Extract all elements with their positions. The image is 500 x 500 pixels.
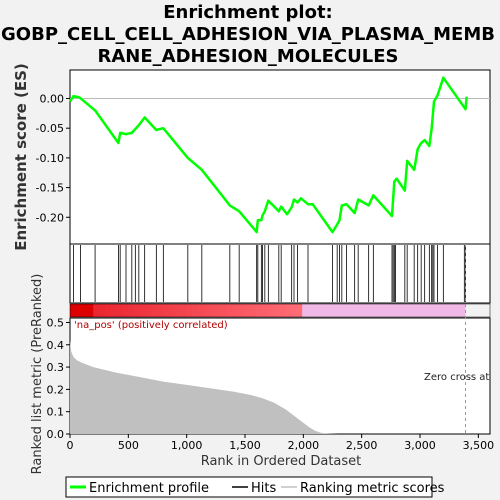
metric-y-tick-label: 0.0: [47, 428, 65, 441]
color-bar-positive-segment: [110, 304, 118, 317]
color-bar-frame: [69, 303, 491, 318]
color-bar-positive-segment: [174, 304, 181, 317]
color-bar-positive-segment: [180, 304, 187, 317]
metric-x-axis-label: Rank in Ordered Dataset: [201, 454, 362, 469]
hits-panel-frame: [69, 243, 491, 304]
metric-x-tick-label: 3,500: [463, 439, 495, 452]
color-bar-positive-segment: [168, 304, 176, 317]
legend-box: [65, 476, 433, 498]
color-bar-positive-segment: [186, 304, 193, 317]
metric-x-tick-label: 1,500: [229, 439, 261, 452]
metric-y-axis-ticks: 0.0 0.1 0.2 0.3 0.4 0.5: [47, 316, 70, 441]
metric-x-tick-label: 2,000: [288, 439, 320, 452]
metric-y-tick-label: 0.2: [47, 383, 65, 396]
es-y-tick-label: -0.15: [36, 182, 64, 195]
metric-x-tick-label: 0: [67, 439, 74, 452]
color-bar-positive-segment: [104, 304, 112, 317]
color-bar-positive-segment: [116, 304, 123, 317]
color-bar-positive-segment: [273, 304, 280, 317]
metric-area: [70, 340, 467, 434]
metric-x-axis-ticks: 0 500 1,000 1,500 2,000 2,500 3,000 3,500: [67, 434, 495, 452]
hits-marks: [73, 245, 466, 302]
metric-area-series: [70, 340, 467, 434]
metric-y-tick-label: 0.4: [47, 339, 65, 352]
legend-label-metric: Ranking metric scores: [300, 481, 445, 496]
color-bar-positive-segment: [232, 304, 239, 317]
es-y-tick-label: 0.00: [40, 93, 65, 106]
color-bar-positive-segment: [290, 304, 297, 317]
color-bar-positive-segment: [145, 304, 152, 317]
color-bar-positive-segment: [278, 304, 286, 317]
color-bar-positive-segment: [191, 304, 199, 317]
chart-title-line-2: GOBP_CELL_CELL_ADHESION_VIA_PLASMA_MEMB: [1, 24, 495, 45]
color-bar-positive-segment: [162, 304, 170, 317]
es-y-tick-label: -0.05: [36, 122, 64, 135]
color-bar-negative-segment: [302, 304, 466, 317]
color-bar-positive-segment: [296, 304, 303, 317]
es-y-axis-ticks: 0.00 -0.05 -0.10 -0.15 -0.20: [36, 93, 70, 224]
metric-x-tick-label: 2,500: [346, 439, 378, 452]
color-bar-positive-segment: [133, 304, 141, 317]
color-bar-positive-segment: [209, 304, 216, 317]
color-bar-positive-segment: [244, 304, 251, 317]
legend-label-hits: Hits: [251, 481, 276, 496]
es-y-tick-label: -0.20: [36, 211, 64, 224]
color-bar-positive-segment: [284, 304, 292, 317]
rank-color-bar: [69, 303, 491, 318]
color-bar-positive-segment: [139, 304, 147, 317]
metric-x-tick-label: 1,000: [171, 439, 203, 452]
color-bar-positive-segment: [128, 304, 135, 317]
metric-x-tick-label: 3,000: [404, 439, 436, 452]
metric-y-tick-label: 0.5: [47, 316, 65, 329]
metric-y-axis-label: Ranked list metric (PreRanked): [30, 274, 45, 475]
color-bar-positive-segment: [226, 304, 234, 317]
color-bar-positive-segment: [70, 304, 77, 317]
zero-cross-label: Zero cross at: [424, 372, 489, 383]
color-bar-positive-segment: [157, 304, 164, 317]
metric-y-tick-label: 0.3: [47, 361, 65, 374]
es-y-axis-label: Enrichment score (ES): [12, 63, 30, 251]
color-bar-positive-segment: [197, 304, 205, 317]
color-bar-positive-segment: [75, 304, 83, 317]
metric-x-tick-label: 500: [118, 439, 139, 452]
es-y-tick-label: -0.10: [36, 152, 64, 165]
color-bar-positive-segment: [261, 304, 268, 317]
metric-y-tick-label: 0.1: [47, 406, 65, 419]
chart-title-line-3: RANE_ADHESION_MOLECULES: [98, 46, 399, 67]
color-bar-positive-segment: [220, 304, 228, 317]
color-bar-positive-segment: [122, 304, 129, 317]
color-bar-positive-segment: [203, 304, 210, 317]
positive-correlation-note: 'na_pos' (positively correlated): [74, 320, 228, 331]
color-bar-positive-segment: [93, 304, 100, 317]
chart-title-line-1: Enrichment plot:: [163, 2, 333, 23]
color-bar-positive-segment: [87, 304, 94, 317]
color-bar-positive-segment: [151, 304, 158, 317]
color-bar-positive-segment: [255, 304, 263, 317]
color-bar-positive-segment: [249, 304, 257, 317]
legend-label-enrichment: Enrichment profile: [89, 481, 209, 496]
es-panel-frame: [69, 69, 491, 245]
color-bar-positive-segment: [99, 304, 106, 317]
es-line: [68, 76, 468, 234]
color-bar-positive-segment: [81, 304, 89, 317]
color-bar-positive-segment: [267, 304, 274, 317]
color-bar-positive-segment: [215, 304, 222, 317]
color-bar-positive-segment: [238, 304, 245, 317]
es-line-series: [68, 76, 468, 234]
